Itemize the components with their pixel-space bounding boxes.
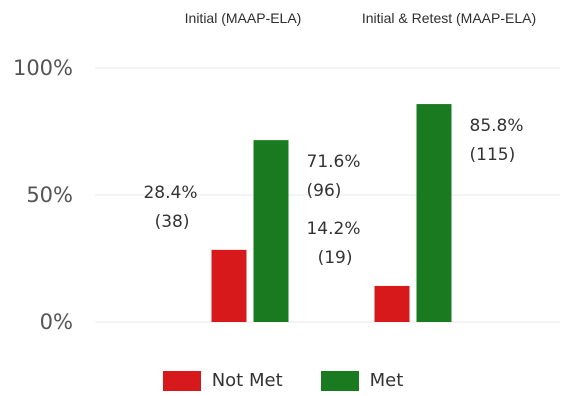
data-labels: 28.4% (38) 14.2% (19) 71.6% (96) 85.8% (115) bbox=[143, 116, 523, 268]
y-tick-label: 50% bbox=[26, 183, 73, 207]
y-tick-label: 0% bbox=[40, 310, 73, 334]
data-label-percent: 71.6% bbox=[307, 152, 361, 172]
bar-met bbox=[253, 140, 289, 322]
category-label: Initial (MAAP-ELA) bbox=[185, 10, 302, 26]
legend-swatch-met bbox=[320, 370, 359, 391]
group-labels: Initial (MAAP-ELA) Initial & Retest (MAAP… bbox=[185, 10, 536, 26]
legend-item-not-met: Not Met bbox=[162, 370, 283, 391]
bar-not-met bbox=[211, 249, 247, 322]
bar-met bbox=[416, 104, 452, 323]
data-label-percent: 28.4% bbox=[143, 183, 197, 203]
y-axis-tick-labels: 0% 50% 100% bbox=[13, 56, 73, 334]
bar-not-met bbox=[374, 285, 410, 322]
legend: Not Met Met bbox=[0, 370, 566, 391]
category-label: Initial & Retest (MAAP-ELA) bbox=[362, 10, 536, 26]
legend-swatch-not-met bbox=[162, 370, 201, 391]
legend-label-not-met: Not Met bbox=[211, 370, 283, 391]
bar-chart: Initial (MAAP-ELA) Initial & Retest (MAAP… bbox=[13, 10, 560, 334]
gridlines bbox=[95, 67, 560, 323]
data-label-count: (19) bbox=[318, 248, 353, 268]
y-tick-label: 100% bbox=[13, 56, 73, 80]
bars bbox=[211, 104, 452, 323]
data-label-count: (96) bbox=[307, 181, 342, 201]
legend-label-met: Met bbox=[369, 370, 404, 391]
data-label-percent: 85.8% bbox=[470, 116, 524, 136]
data-label-count: (38) bbox=[155, 212, 190, 232]
data-label-count: (115) bbox=[470, 145, 516, 165]
data-label-percent: 14.2% bbox=[306, 219, 360, 239]
legend-item-met: Met bbox=[320, 370, 404, 391]
